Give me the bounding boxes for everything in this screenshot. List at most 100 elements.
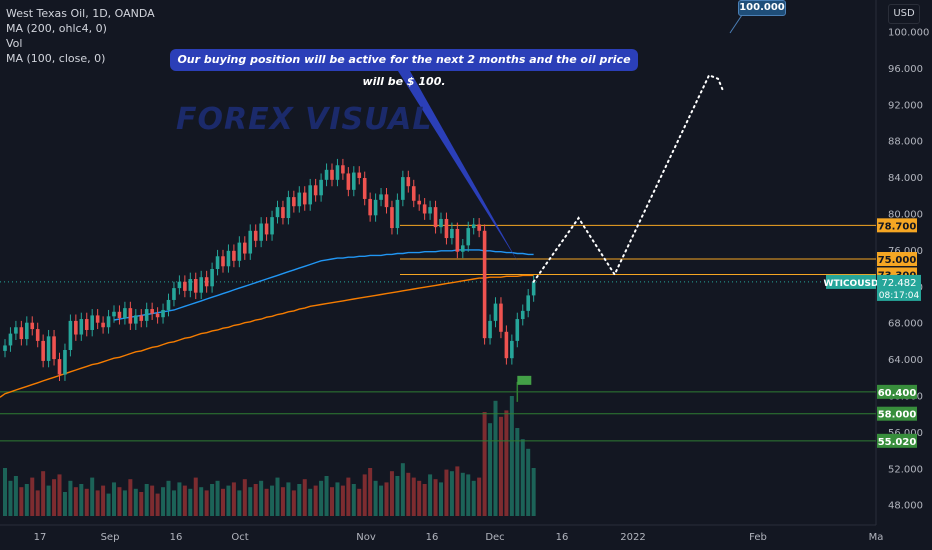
candle-body xyxy=(52,336,56,360)
volume-bar xyxy=(319,480,324,516)
x-tick-label: Oct xyxy=(231,532,248,543)
legend-symbol-title[interactable]: West Texas Oil, 1D, OANDA xyxy=(6,7,155,20)
volume-bar xyxy=(417,480,422,516)
volume-bar xyxy=(84,488,89,516)
volume-bar xyxy=(182,485,187,516)
candle-body xyxy=(499,303,503,332)
currency-selector[interactable]: USD xyxy=(888,4,920,24)
candle-body xyxy=(362,178,367,199)
volume-bar xyxy=(428,474,433,516)
candle-body xyxy=(183,281,187,291)
volume-bar xyxy=(221,488,225,516)
volume-bar xyxy=(248,487,253,516)
candle-body xyxy=(275,207,280,218)
symbol-badge: WTICOUSD xyxy=(824,279,879,289)
volume-bar xyxy=(193,477,198,516)
volume-bar xyxy=(368,468,373,516)
candle-body xyxy=(161,309,165,318)
level-label: 60.400 xyxy=(878,388,917,399)
y-tick-label: 64.000 xyxy=(888,355,923,366)
volume-bar xyxy=(270,485,275,516)
y-tick-label: 80.000 xyxy=(888,210,923,221)
volume-bar xyxy=(41,471,46,516)
volume-bar xyxy=(112,482,116,516)
candle-body xyxy=(25,322,29,340)
target-price-label[interactable]: 100.000 xyxy=(738,0,786,16)
level-label-bg xyxy=(877,384,917,399)
candle-body xyxy=(510,340,514,359)
candle-body xyxy=(63,350,67,375)
volume-bar xyxy=(155,493,160,516)
volume-bar xyxy=(231,482,236,516)
volume-bar xyxy=(161,487,166,516)
candle-body xyxy=(79,319,84,335)
candle-body xyxy=(101,322,105,328)
y-tick-label: 84.000 xyxy=(888,173,923,184)
volume-bar xyxy=(471,480,476,516)
volume-bar xyxy=(335,482,340,516)
volume-bar xyxy=(13,476,18,516)
volume-bar xyxy=(444,469,449,516)
volume-bar xyxy=(389,471,394,516)
volume-bar xyxy=(520,439,525,516)
candle-body xyxy=(134,315,138,324)
candle-body xyxy=(155,313,160,318)
candle-body xyxy=(243,242,247,254)
volume-bar xyxy=(488,423,493,516)
candle-body xyxy=(281,207,285,219)
candle-body xyxy=(379,194,383,200)
candle-body xyxy=(488,320,492,339)
candle-body xyxy=(384,194,389,208)
current-price-badge-bg xyxy=(877,274,921,301)
volume-bar xyxy=(237,490,242,516)
volume-bar xyxy=(150,485,155,516)
volume-bar xyxy=(433,479,438,516)
volume-bar xyxy=(384,482,389,516)
candle-body xyxy=(46,336,51,361)
candle-body xyxy=(30,322,35,330)
candle-body xyxy=(95,315,100,323)
candle-body xyxy=(150,309,154,314)
legend-volume[interactable]: Vol xyxy=(6,37,23,50)
volume-bar xyxy=(259,480,264,516)
volume-bar xyxy=(171,490,176,516)
candle-body xyxy=(14,327,18,334)
level-label: 58.000 xyxy=(878,410,917,421)
volume-bar xyxy=(215,480,220,516)
candle-body xyxy=(199,277,203,293)
legend-ma200[interactable]: MA (200, ohlc4, 0) xyxy=(6,22,107,35)
candle-body xyxy=(422,204,427,214)
candle-body xyxy=(41,340,45,361)
volume-bar xyxy=(46,485,51,516)
candle-body xyxy=(313,185,318,196)
volume-bar xyxy=(79,484,84,516)
volume-bar xyxy=(379,485,384,516)
volume-bar xyxy=(30,477,35,516)
candle-body xyxy=(466,228,471,246)
volume-bar xyxy=(177,482,182,516)
candle-body xyxy=(308,185,312,205)
volume-bar xyxy=(297,484,302,516)
candle-body xyxy=(406,177,411,187)
candle-body xyxy=(193,279,198,293)
legend-ma100[interactable]: MA (100, close, 0) xyxy=(6,52,106,65)
candle-body xyxy=(210,269,214,287)
volume-bar xyxy=(199,487,204,516)
candle-body xyxy=(401,177,405,200)
callout-annotation[interactable]: Our buying position will be active for t… xyxy=(170,49,638,88)
callout-pointer xyxy=(398,71,518,262)
candle-body xyxy=(504,331,509,359)
x-tick-label: 17 xyxy=(34,532,47,543)
candle-body xyxy=(395,199,400,229)
target-leader xyxy=(729,14,743,34)
volume-bar xyxy=(73,487,78,516)
volume-bar xyxy=(139,492,144,516)
y-tick-label: 48.000 xyxy=(888,501,923,512)
volume-bar xyxy=(422,484,427,516)
y-tick-label: 56.000 xyxy=(888,428,923,439)
candle-body xyxy=(515,319,520,341)
candle-body xyxy=(3,345,7,351)
volume-bar xyxy=(204,490,209,516)
